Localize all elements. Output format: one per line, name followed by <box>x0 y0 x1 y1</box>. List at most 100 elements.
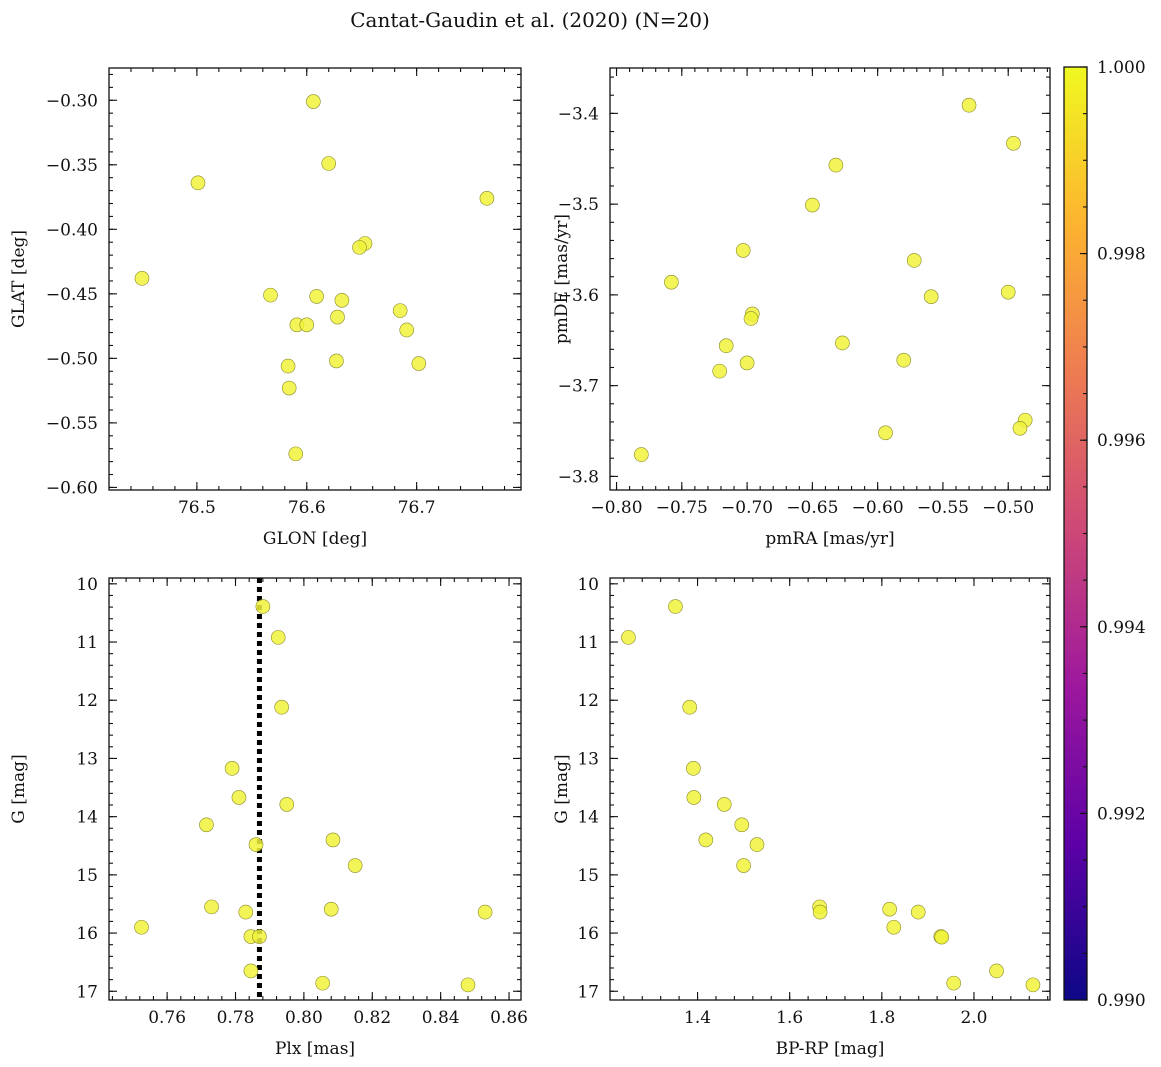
data-point <box>224 761 240 776</box>
data-point <box>698 832 714 848</box>
data-point <box>190 175 206 191</box>
data-point <box>923 289 939 304</box>
y-tick-label: 10 <box>76 575 98 595</box>
data-point <box>805 197 820 213</box>
data-point <box>399 322 415 338</box>
data-point <box>255 599 271 614</box>
data-point <box>896 352 912 368</box>
x-tick-label: 76.7 <box>398 498 436 518</box>
x-tick-label: 0.84 <box>422 1008 460 1028</box>
data-point <box>479 191 495 206</box>
x-tick-label: 0.86 <box>490 1008 528 1028</box>
y-tick-label: −0.55 <box>46 414 98 434</box>
data-point <box>321 156 337 171</box>
data-point <box>718 338 734 354</box>
y-tick-label: −3.4 <box>558 104 599 124</box>
plot-area <box>609 67 1051 491</box>
data-point <box>739 355 755 371</box>
x-tick-label: 76.6 <box>288 498 326 518</box>
y-tick-label: 12 <box>76 691 98 711</box>
y-tick-label: 14 <box>577 808 599 828</box>
data-point <box>886 919 902 935</box>
y-tick-label: 16 <box>577 924 599 944</box>
x-tick-label: 0.82 <box>353 1008 391 1028</box>
data-point <box>288 446 304 462</box>
data-point <box>325 832 341 848</box>
data-point <box>329 353 344 369</box>
colorbar-tick-label: 0.990 <box>1097 991 1146 1011</box>
data-point <box>736 858 751 873</box>
data-point <box>664 274 679 290</box>
data-point <box>1006 136 1021 151</box>
data-point <box>961 97 977 113</box>
x-axis-label: Plx [mas] <box>275 1039 355 1059</box>
data-point <box>243 963 259 979</box>
y-tick-label: 17 <box>76 982 98 1002</box>
data-point <box>279 797 295 812</box>
data-point <box>989 963 1004 979</box>
y-tick-label: 13 <box>76 749 98 769</box>
y-tick-label: 12 <box>577 691 599 711</box>
y-axis-label: G [mag] <box>9 754 29 823</box>
y-tick-label: −0.60 <box>46 478 98 498</box>
data-point <box>749 837 765 852</box>
data-point <box>323 901 339 917</box>
y-tick-label: −0.50 <box>46 349 98 369</box>
data-point <box>134 919 149 935</box>
data-point <box>734 817 750 833</box>
plot-area <box>108 577 522 1001</box>
data-point <box>882 901 897 917</box>
data-point <box>199 817 214 833</box>
data-point <box>238 904 254 920</box>
colorbar-tick-label: 0.992 <box>1097 804 1146 824</box>
data-point <box>252 929 267 944</box>
y-tick-label: 11 <box>76 633 98 653</box>
y-tick-label: 10 <box>577 575 599 595</box>
panel-pm: −0.80 −0.75 −0.70 −0.65 −0.60 −0.55 −0.50 −3.8 −… <box>552 67 1051 549</box>
data-point <box>828 157 844 173</box>
data-point <box>716 797 732 812</box>
data-point <box>281 380 297 396</box>
data-point <box>735 243 751 258</box>
y-axis-label: GLAT [deg] <box>9 230 29 328</box>
y-tick-label: 13 <box>577 749 599 769</box>
figure-title: Cantat-Gaudin et al. (2020) (N=20) <box>350 8 710 32</box>
x-tick-label: −0.65 <box>786 498 838 518</box>
data-point <box>686 790 702 805</box>
x-tick-label: 0.78 <box>217 1008 255 1028</box>
data-point <box>270 630 286 645</box>
data-point <box>1000 284 1016 300</box>
data-point <box>712 363 727 379</box>
x-tick-label: 2.0 <box>960 1008 987 1028</box>
y-tick-label: −0.40 <box>46 220 98 240</box>
x-tick-label: 1.8 <box>868 1008 895 1028</box>
y-tick-label: −3.6 <box>558 286 599 306</box>
data-point <box>134 271 150 286</box>
data-point <box>299 317 315 333</box>
data-point <box>347 858 363 873</box>
data-point <box>906 253 922 268</box>
x-tick-label: −0.70 <box>721 498 773 518</box>
colorbar-tick-label: 0.996 <box>1097 431 1146 451</box>
colorbar-fill <box>1064 67 1087 1000</box>
y-axis-label: G [mag] <box>552 754 572 823</box>
panel-plx: 0.76 0.78 0.80 0.82 0.84 0.86 10 11 12 13 14 15 16 17… <box>9 575 528 1059</box>
x-tick-label: 76.5 <box>178 498 216 518</box>
plot-area <box>609 577 1051 1001</box>
data-point <box>668 599 683 614</box>
panel-cmd: 1.4 1.6 1.8 2.0 10 11 12 13 14 15 16 17 BP-RP [mag] G… <box>552 575 1051 1059</box>
data-point <box>274 699 289 715</box>
data-point <box>315 975 330 991</box>
data-point <box>231 790 247 805</box>
y-tick-label: −0.30 <box>46 91 98 111</box>
data-point <box>306 94 321 109</box>
colorbar-tick-label: 0.998 <box>1097 245 1146 265</box>
data-point <box>334 292 350 308</box>
colorbar-tick-label: 0.994 <box>1097 618 1146 638</box>
y-tick-label: 15 <box>577 866 599 886</box>
x-tick-label: 0.76 <box>148 1008 186 1028</box>
y-tick-label: 14 <box>76 808 98 828</box>
data-point <box>248 837 264 852</box>
y-axis-label: pmDE [mas/yr] <box>552 214 572 344</box>
